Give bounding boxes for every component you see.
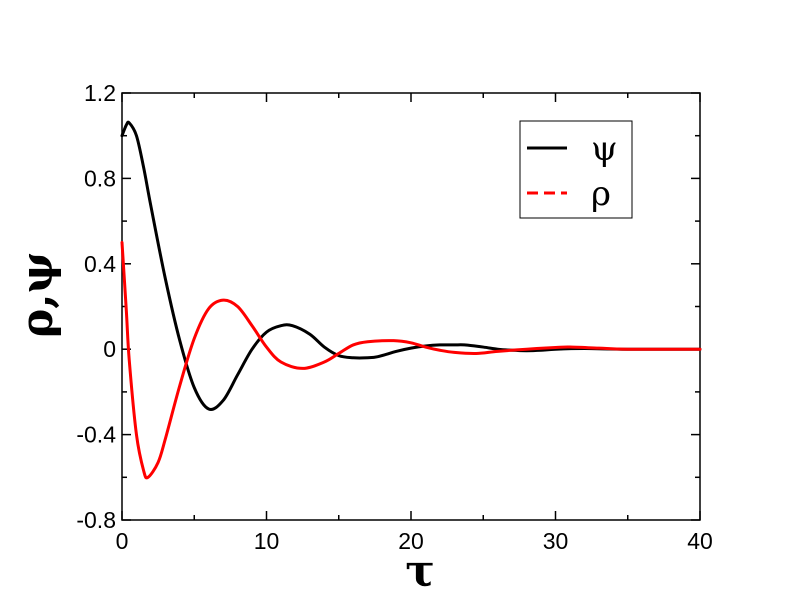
legend: ψ ρ	[519, 120, 633, 219]
y-axis-title: ρ,ψ	[12, 252, 63, 338]
x-tick-label: 40	[687, 528, 713, 554]
y-tick-label: 0.4	[84, 251, 116, 277]
legend-box	[519, 120, 633, 219]
series-line-rho	[120, 240, 702, 480]
x-tick-label: 20	[398, 528, 424, 554]
x-tick-label: 30	[543, 528, 569, 554]
x-axis-ticks: 0 10 20 30 40	[116, 93, 713, 554]
x-tick-label: 0	[116, 528, 129, 554]
y-tick-label: -0.4	[76, 422, 116, 448]
series-layer	[120, 120, 702, 480]
y-tick-label: 0.8	[84, 165, 116, 191]
y-axis-ticks: -0.8 -0.4 0 0.4 0.8 1.2	[76, 80, 700, 533]
x-axis-title: τ	[405, 546, 435, 597]
legend-label-psi: ψ	[591, 129, 618, 169]
y-tick-label: 0	[103, 336, 116, 362]
y-tick-label: 1.2	[84, 80, 116, 106]
y-tick-label: -0.8	[76, 507, 116, 533]
x-tick-label: 10	[254, 528, 280, 554]
legend-label-rho: ρ	[591, 174, 611, 214]
